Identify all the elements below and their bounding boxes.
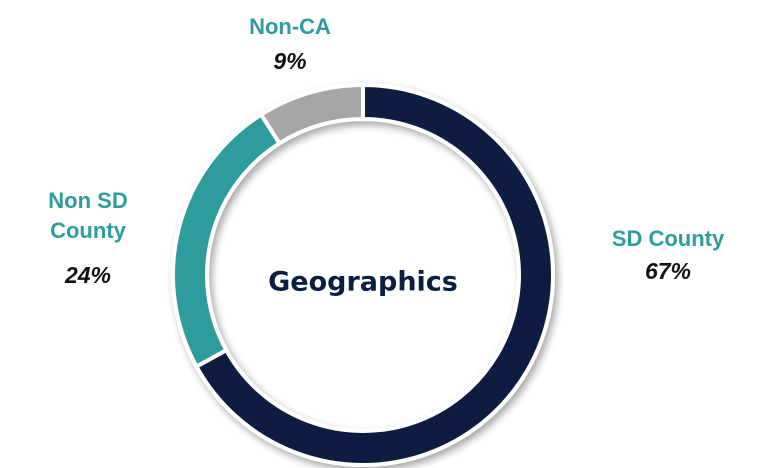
value-label: 9% — [220, 48, 360, 75]
donut-segment — [261, 85, 363, 143]
segment-label: SD County — [598, 224, 738, 254]
chart-title: Geographics — [268, 267, 458, 298]
page: Geographics SD County 67% Non SD County 24%… — [0, 0, 759, 468]
donut-segment — [173, 115, 279, 367]
segment-label: Non SD County — [18, 186, 158, 246]
value-label: 67% — [598, 258, 738, 285]
value-label: 24% — [18, 262, 158, 289]
segment-label: Non-CA — [220, 12, 360, 42]
